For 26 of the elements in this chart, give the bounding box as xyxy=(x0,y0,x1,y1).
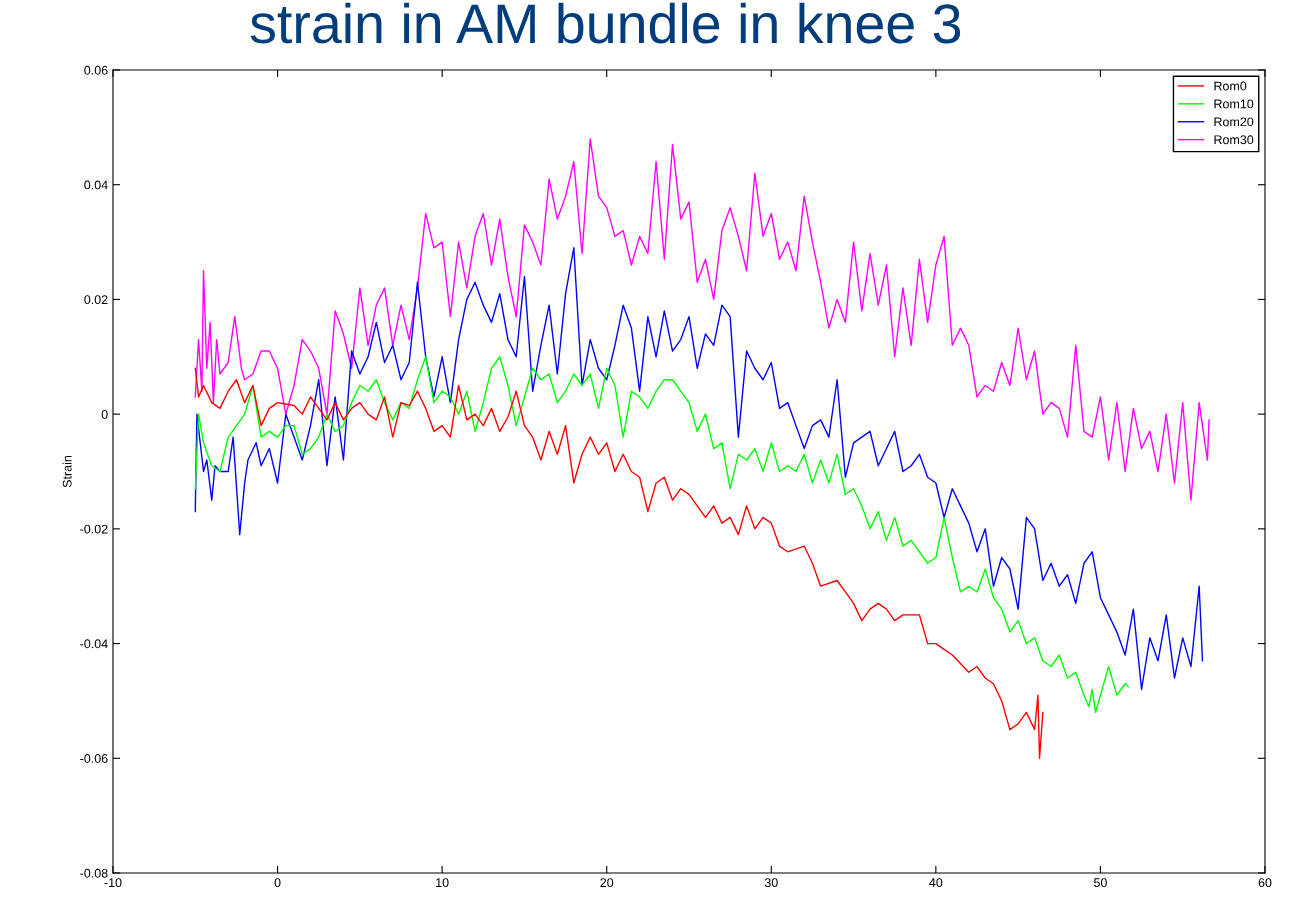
x-tick-label: 30 xyxy=(764,878,778,888)
x-tick-label: 10 xyxy=(436,878,449,888)
line-series xyxy=(194,247,1204,691)
legend-label: Rom10 xyxy=(1214,99,1254,109)
legend-label: Rom0 xyxy=(1214,81,1247,91)
legend-label: Rom20 xyxy=(1214,117,1254,127)
y-tick-label: 0.04 xyxy=(84,180,108,190)
x-tick-label: 40 xyxy=(929,878,943,888)
chart-title: strain in AM bundle in knee 3 xyxy=(250,2,961,44)
y-tick-label: -0.06 xyxy=(80,754,108,763)
line-series xyxy=(194,356,1130,714)
y-tick-label: -0.08 xyxy=(80,868,108,878)
x-tick-label: 20 xyxy=(600,878,614,888)
y-tick-label: 0.02 xyxy=(84,295,108,305)
y-axis-title: Strain xyxy=(62,455,72,488)
line-series xyxy=(194,138,1210,501)
x-tick-label: 50 xyxy=(1093,878,1107,888)
legend-label: Rom30 xyxy=(1214,135,1254,145)
y-tick-label: -0.04 xyxy=(80,639,108,649)
y-tick-label: 0 xyxy=(101,409,108,419)
line-series xyxy=(194,367,1044,759)
x-tick-label: 60 xyxy=(1258,878,1272,888)
y-tick-label: 0.06 xyxy=(84,65,108,75)
x-tick-label: -10 xyxy=(104,878,122,888)
y-tick-label: -0.02 xyxy=(80,524,108,534)
x-tick-label: 0 xyxy=(274,878,281,888)
